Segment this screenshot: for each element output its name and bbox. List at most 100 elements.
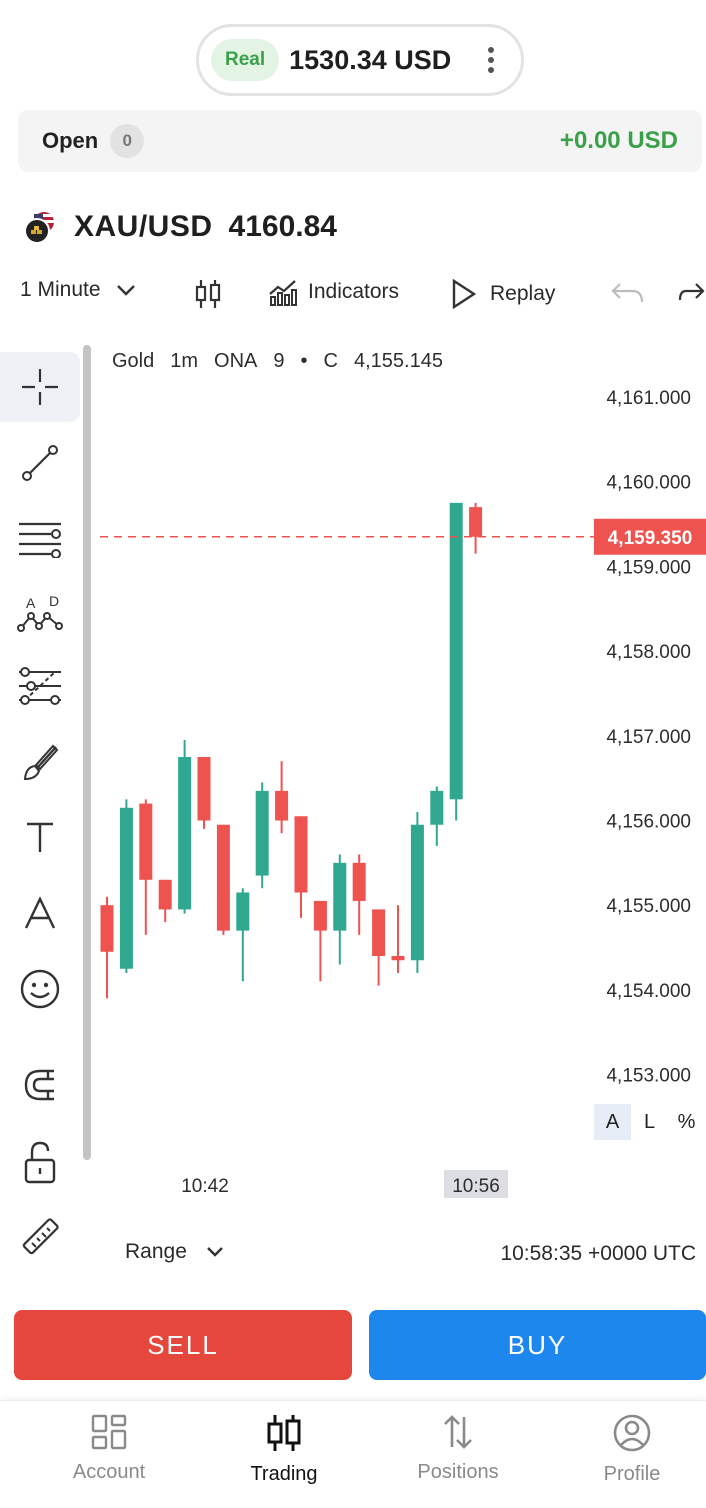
- current-price-tag: [594, 518, 706, 555]
- svg-text:A: A: [26, 595, 36, 611]
- nav-positions-label: Positions: [417, 1461, 499, 1483]
- open-label: Open: [42, 128, 99, 153]
- trend-line-tool[interactable]: [0, 428, 80, 498]
- scale-buttons: A L %: [594, 1104, 706, 1140]
- x-tick-label: 10:42: [181, 1176, 229, 1197]
- emoji-icon: [20, 969, 60, 1009]
- nav-profile[interactable]: Profile: [562, 1413, 702, 1486]
- instrument-symbol: XAU/USD: [74, 210, 213, 243]
- instrument-flag-icon: [22, 208, 60, 246]
- candle-body: [158, 879, 172, 910]
- nav-profile-label: Profile: [603, 1463, 661, 1485]
- lock-tool[interactable]: [0, 1127, 80, 1197]
- legend-dot: •: [300, 350, 308, 372]
- ruler-icon: [22, 1218, 59, 1255]
- replay-button[interactable]: Replay: [450, 278, 555, 310]
- legend-value-count: 9: [273, 350, 285, 372]
- instrument-header[interactable]: XAU/USD 4160.84: [22, 205, 337, 249]
- x-tick-label: 10:56: [452, 1176, 500, 1197]
- chevron-down-icon: [207, 1247, 223, 1257]
- trend-line-icon: [22, 445, 58, 481]
- y-tick-label: 4,160.000: [606, 473, 691, 494]
- annotation-tool[interactable]: [0, 878, 80, 948]
- candlestick-icon: [195, 280, 221, 308]
- nav-account-label: Account: [72, 1461, 146, 1483]
- y-tick-label: 4,161.000: [606, 388, 691, 409]
- indicators-icon: [269, 280, 297, 306]
- candle-body: [410, 824, 424, 961]
- instrument-price: 4160.84: [228, 210, 337, 243]
- fib-levels-icon: [19, 522, 61, 558]
- undo-icon: [611, 283, 644, 303]
- nav-account[interactable]: Account: [39, 1413, 179, 1484]
- scale-percent-button[interactable]: %: [677, 1110, 696, 1133]
- chart-legend: Gold 1m ONA 9 • C 4,155.145: [112, 350, 459, 373]
- nav-trading[interactable]: Trading: [214, 1413, 354, 1486]
- legend-close-value: 4,155.145: [353, 350, 443, 372]
- candle-body: [391, 956, 405, 961]
- brush-tool[interactable]: [0, 728, 80, 798]
- bottom-navigation: Account Trading Positions Profile: [0, 1400, 706, 1508]
- magnet-tool[interactable]: [0, 1050, 80, 1120]
- emoji-tool[interactable]: [0, 954, 80, 1024]
- y-tick-label: 4,158.000: [606, 642, 691, 663]
- redo-icon: [678, 283, 705, 301]
- open-positions-bar[interactable]: Open 0 +0.00 USD: [18, 110, 702, 172]
- replay-label: Replay: [490, 282, 556, 305]
- redo-button[interactable]: [678, 278, 706, 306]
- scale-log-button[interactable]: L: [643, 1110, 656, 1133]
- open-pnl: +0.00 USD: [559, 127, 678, 154]
- candle-body: [255, 790, 269, 876]
- x-tick-highlight: [444, 1170, 508, 1198]
- crosshair-tool[interactable]: [0, 352, 80, 422]
- ruler-tool[interactable]: [0, 1202, 80, 1272]
- candle-body: [236, 892, 250, 931]
- interval-selector[interactable]: 1 Minute: [20, 278, 137, 302]
- price-chart[interactable]: 4,161.000 4,160.000 4,159.000 4,158.000 4,15…: [95, 380, 706, 1200]
- candle-body: [372, 909, 386, 957]
- current-price-label: 4,159.350: [608, 528, 693, 549]
- candle-body: [430, 790, 444, 825]
- y-tick-label: 4,155.000: [606, 896, 691, 917]
- candle-body: [294, 816, 308, 893]
- candle-body: [275, 790, 289, 821]
- indicators-label: Indicators: [308, 280, 400, 303]
- y-tick-label: 4,157.000: [606, 727, 691, 748]
- annotation-icon: [24, 896, 56, 929]
- range-selector[interactable]: Range: [125, 1240, 225, 1264]
- candle-body: [449, 502, 463, 800]
- text-icon: [27, 822, 53, 852]
- prediction-tool[interactable]: [0, 652, 80, 722]
- indicators-button[interactable]: Indicators: [268, 278, 399, 306]
- y-tick-label: 4,159.000: [606, 557, 691, 578]
- undo-button[interactable]: [610, 278, 646, 306]
- account-mode-badge: Real: [211, 39, 280, 81]
- text-tool[interactable]: [0, 802, 80, 872]
- y-tick-label: 4,154.000: [606, 981, 691, 1002]
- candle-body: [139, 803, 153, 880]
- more-options-icon[interactable]: [487, 47, 495, 73]
- brush-icon: [23, 744, 59, 781]
- candle-body: [352, 862, 366, 901]
- profile-icon: [613, 1414, 651, 1452]
- candle-body: [216, 824, 230, 931]
- fib-levels-tool[interactable]: [0, 503, 80, 573]
- chart-clock: 10:58:35 +0000 UTC: [500, 1242, 696, 1265]
- tools-scrollbar[interactable]: [83, 345, 91, 1160]
- y-tick-label: 4,153.000: [606, 1066, 691, 1087]
- account-selector[interactable]: Real 1530.34 USD: [196, 24, 524, 96]
- sell-button[interactable]: SELL: [14, 1310, 352, 1380]
- candle-type-button[interactable]: [193, 278, 223, 310]
- legend-name: Gold: [112, 350, 155, 372]
- prediction-icon: [19, 667, 61, 705]
- buy-button[interactable]: BUY: [369, 1310, 706, 1380]
- legend-close-label: C: [323, 350, 338, 372]
- crosshair-icon: [22, 369, 58, 405]
- candle-body: [197, 756, 211, 821]
- scale-auto-button[interactable]: A: [594, 1104, 631, 1140]
- y-tick-label: 4,156.000: [606, 812, 691, 833]
- nav-positions[interactable]: Positions: [388, 1413, 528, 1484]
- candle-body: [100, 905, 114, 952]
- nav-trading-label: Trading: [250, 1463, 318, 1485]
